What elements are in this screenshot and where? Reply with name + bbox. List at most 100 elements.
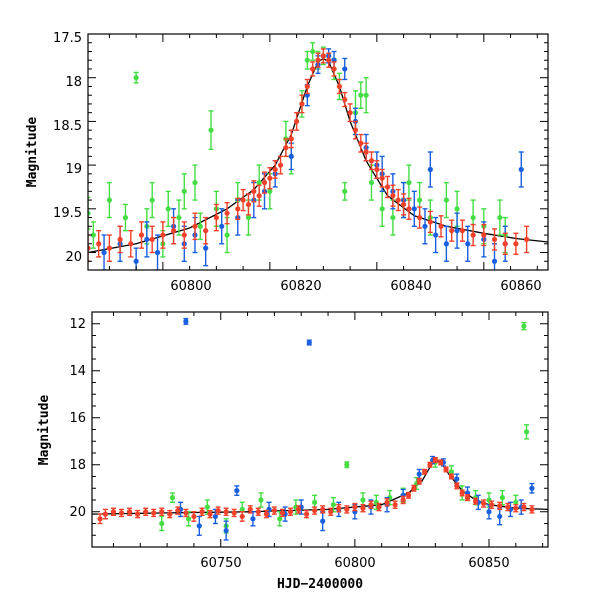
green-data-point [149, 181, 155, 219]
blue-data-point [306, 339, 312, 346]
green-data-point [176, 199, 182, 236]
red-data-point [138, 221, 145, 249]
red-data-point [170, 216, 177, 245]
data-marker [411, 485, 417, 491]
red-data-point [118, 508, 125, 518]
green-data-point [277, 511, 283, 527]
red-data-point [376, 502, 382, 512]
red-data-point [529, 505, 535, 514]
red-data-point [368, 151, 375, 171]
blue-data-point [497, 507, 503, 526]
data-marker [358, 92, 364, 98]
data-marker [196, 523, 202, 529]
green-data-point [443, 181, 449, 219]
blue-data-point [320, 511, 326, 532]
data-marker [212, 513, 218, 520]
red-data-point [497, 501, 503, 511]
red-data-point [390, 184, 396, 207]
data-marker [368, 502, 374, 508]
red-data-point [117, 225, 123, 254]
data-marker [231, 510, 237, 516]
green-data-point [406, 164, 412, 201]
data-marker [416, 471, 422, 477]
blue-data-point [430, 455, 436, 465]
data-marker [247, 506, 253, 512]
data-marker [224, 232, 230, 238]
data-marker [521, 504, 527, 510]
green-data-point [363, 77, 369, 114]
red-data-point [379, 168, 385, 188]
green-data-point [368, 164, 375, 201]
data-marker [363, 92, 369, 98]
data-marker [110, 509, 117, 515]
red-data-point [427, 461, 433, 468]
data-marker [154, 249, 161, 256]
data-marker [151, 510, 157, 516]
green-data-point [330, 496, 337, 513]
green-data-point [499, 489, 505, 506]
data-marker [167, 511, 173, 517]
top-y-axis-title: Magnitude [25, 117, 40, 188]
top-x-tick-label: 60800 [170, 279, 211, 294]
data-marker [374, 166, 380, 173]
bottom-x-axis-title: HJD−2400000 [277, 577, 363, 592]
red-data-point [521, 502, 527, 512]
bottom-x-tick-label: 60750 [200, 556, 241, 571]
red-data-point [472, 497, 479, 505]
data-marker [258, 497, 264, 503]
red-data-point [411, 484, 417, 492]
red-data-point [245, 193, 252, 216]
data-marker [272, 166, 278, 173]
red-data-point [384, 175, 391, 199]
data-marker [400, 201, 407, 208]
top-y-tick-label: 17.5 [53, 31, 82, 46]
data-marker [513, 241, 519, 247]
red-data-point [303, 509, 310, 519]
red-data-point [224, 201, 230, 225]
data-marker [422, 469, 428, 475]
data-marker [417, 197, 423, 203]
bottom-panel-model-curve [92, 459, 548, 515]
red-data-point [247, 505, 253, 514]
red-data-point [240, 188, 246, 212]
data-marker [470, 232, 476, 238]
data-marker [283, 145, 289, 151]
top-panel-model-curve [88, 57, 548, 254]
data-marker [358, 140, 364, 146]
data-marker [513, 499, 519, 505]
data-marker [277, 516, 283, 522]
data-marker [320, 506, 326, 512]
data-marker [376, 504, 382, 510]
data-marker [159, 509, 165, 515]
data-marker [523, 429, 530, 435]
blue-data-point [234, 485, 240, 497]
red-data-point [231, 508, 237, 518]
green-data-point [181, 173, 187, 210]
data-marker [336, 505, 342, 511]
data-marker [277, 162, 284, 168]
data-marker [411, 206, 417, 212]
red-data-point [513, 232, 519, 255]
data-marker [360, 505, 366, 511]
data-marker [344, 462, 350, 468]
model-curve-line [92, 459, 548, 515]
red-data-point [106, 234, 112, 262]
red-data-point [352, 120, 359, 140]
red-data-point [102, 508, 109, 520]
red-data-point [151, 508, 157, 518]
data-marker [368, 179, 375, 186]
data-marker [505, 504, 511, 510]
data-marker [312, 507, 318, 514]
data-marker [255, 509, 261, 515]
data-marker [481, 500, 487, 507]
green-data-point [379, 190, 385, 227]
red-data-point [502, 232, 508, 255]
data-marker [170, 228, 177, 234]
data-marker [310, 48, 316, 55]
red-data-point [191, 511, 197, 522]
green-data-point [106, 181, 112, 219]
data-marker [481, 232, 487, 238]
green-data-point [88, 196, 91, 230]
green-data-point [521, 321, 527, 331]
bottom-y-tick-label: 14 [69, 364, 86, 379]
